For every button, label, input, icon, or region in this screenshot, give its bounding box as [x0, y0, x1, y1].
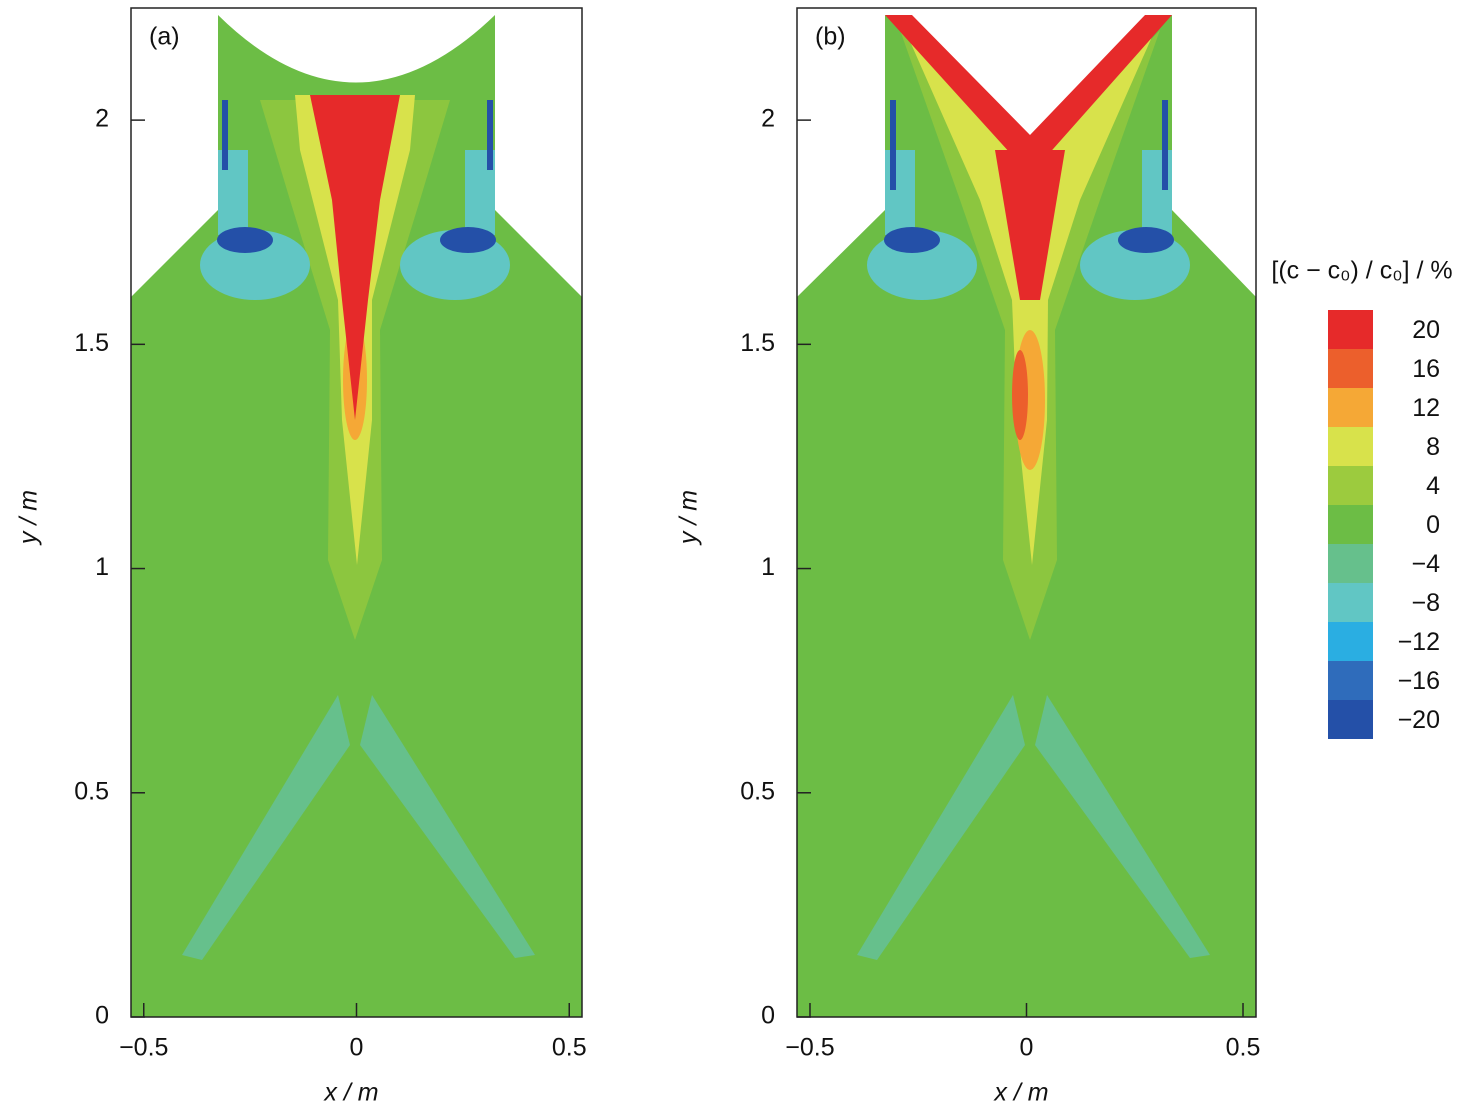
colorbar-swatch [1328, 466, 1373, 505]
colorbar-swatch [1328, 310, 1373, 349]
colorbar-swatch [1328, 427, 1373, 466]
colorbar-swatch [1328, 622, 1373, 661]
colorbar-label: 12 [1412, 394, 1440, 422]
colorbar-label: −8 [1411, 589, 1440, 617]
x-axis-label: x / m [323, 1079, 378, 1107]
colorbar-label: 0 [1426, 511, 1440, 539]
colorbar-swatch [1328, 544, 1373, 583]
y-tick-label: 0 [761, 1002, 775, 1030]
y-tick-label: 1.5 [74, 329, 109, 357]
y-tick-label: 2 [95, 105, 109, 133]
colorbar-swatch [1328, 349, 1373, 388]
colorbar-label: 4 [1426, 472, 1440, 500]
colorbar-label: 8 [1426, 433, 1440, 461]
y-tick-label: 0.5 [740, 777, 775, 805]
y-tick-label: 2 [761, 105, 775, 133]
y-tick-label: 0 [95, 1002, 109, 1030]
panel-label: (b) [815, 23, 846, 51]
colorbar-label: 20 [1412, 316, 1440, 344]
y-tick-label: 1 [95, 553, 109, 581]
colorbar-label: −4 [1411, 550, 1440, 578]
x-tick-label: 0.5 [1226, 1034, 1261, 1062]
panel-label: (a) [149, 23, 180, 51]
colorbar-label: −16 [1398, 667, 1440, 695]
colorbar-swatch [1328, 661, 1373, 700]
x-tick-label: −0.5 [119, 1034, 168, 1062]
x-axis-label: x / m [993, 1079, 1048, 1107]
y-axis-label: y / m [15, 490, 43, 546]
colorbar-swatch [1328, 388, 1373, 427]
x-tick-label: −0.5 [785, 1034, 834, 1062]
y-axis-label: y / m [675, 490, 703, 546]
y-tick-label: 1.5 [740, 329, 775, 357]
y-tick-label: 0.5 [74, 777, 109, 805]
colorbar-swatch [1328, 583, 1373, 622]
colorbar-label: −12 [1398, 628, 1440, 656]
colorbar-swatch [1328, 505, 1373, 544]
x-tick-label: 0 [350, 1034, 364, 1062]
colorbar-label: −20 [1398, 706, 1440, 734]
x-tick-label: 0 [1020, 1034, 1034, 1062]
colorbar-label: 16 [1412, 355, 1440, 383]
contour-field-a [131, 15, 582, 1017]
contour-field-b [797, 15, 1256, 1017]
colorbar-swatch [1328, 700, 1373, 739]
y-tick-label: 1 [761, 553, 775, 581]
colorbar-title: [(c − c₀) / c₀] / % [1271, 257, 1452, 285]
x-tick-label: 0.5 [552, 1034, 587, 1062]
